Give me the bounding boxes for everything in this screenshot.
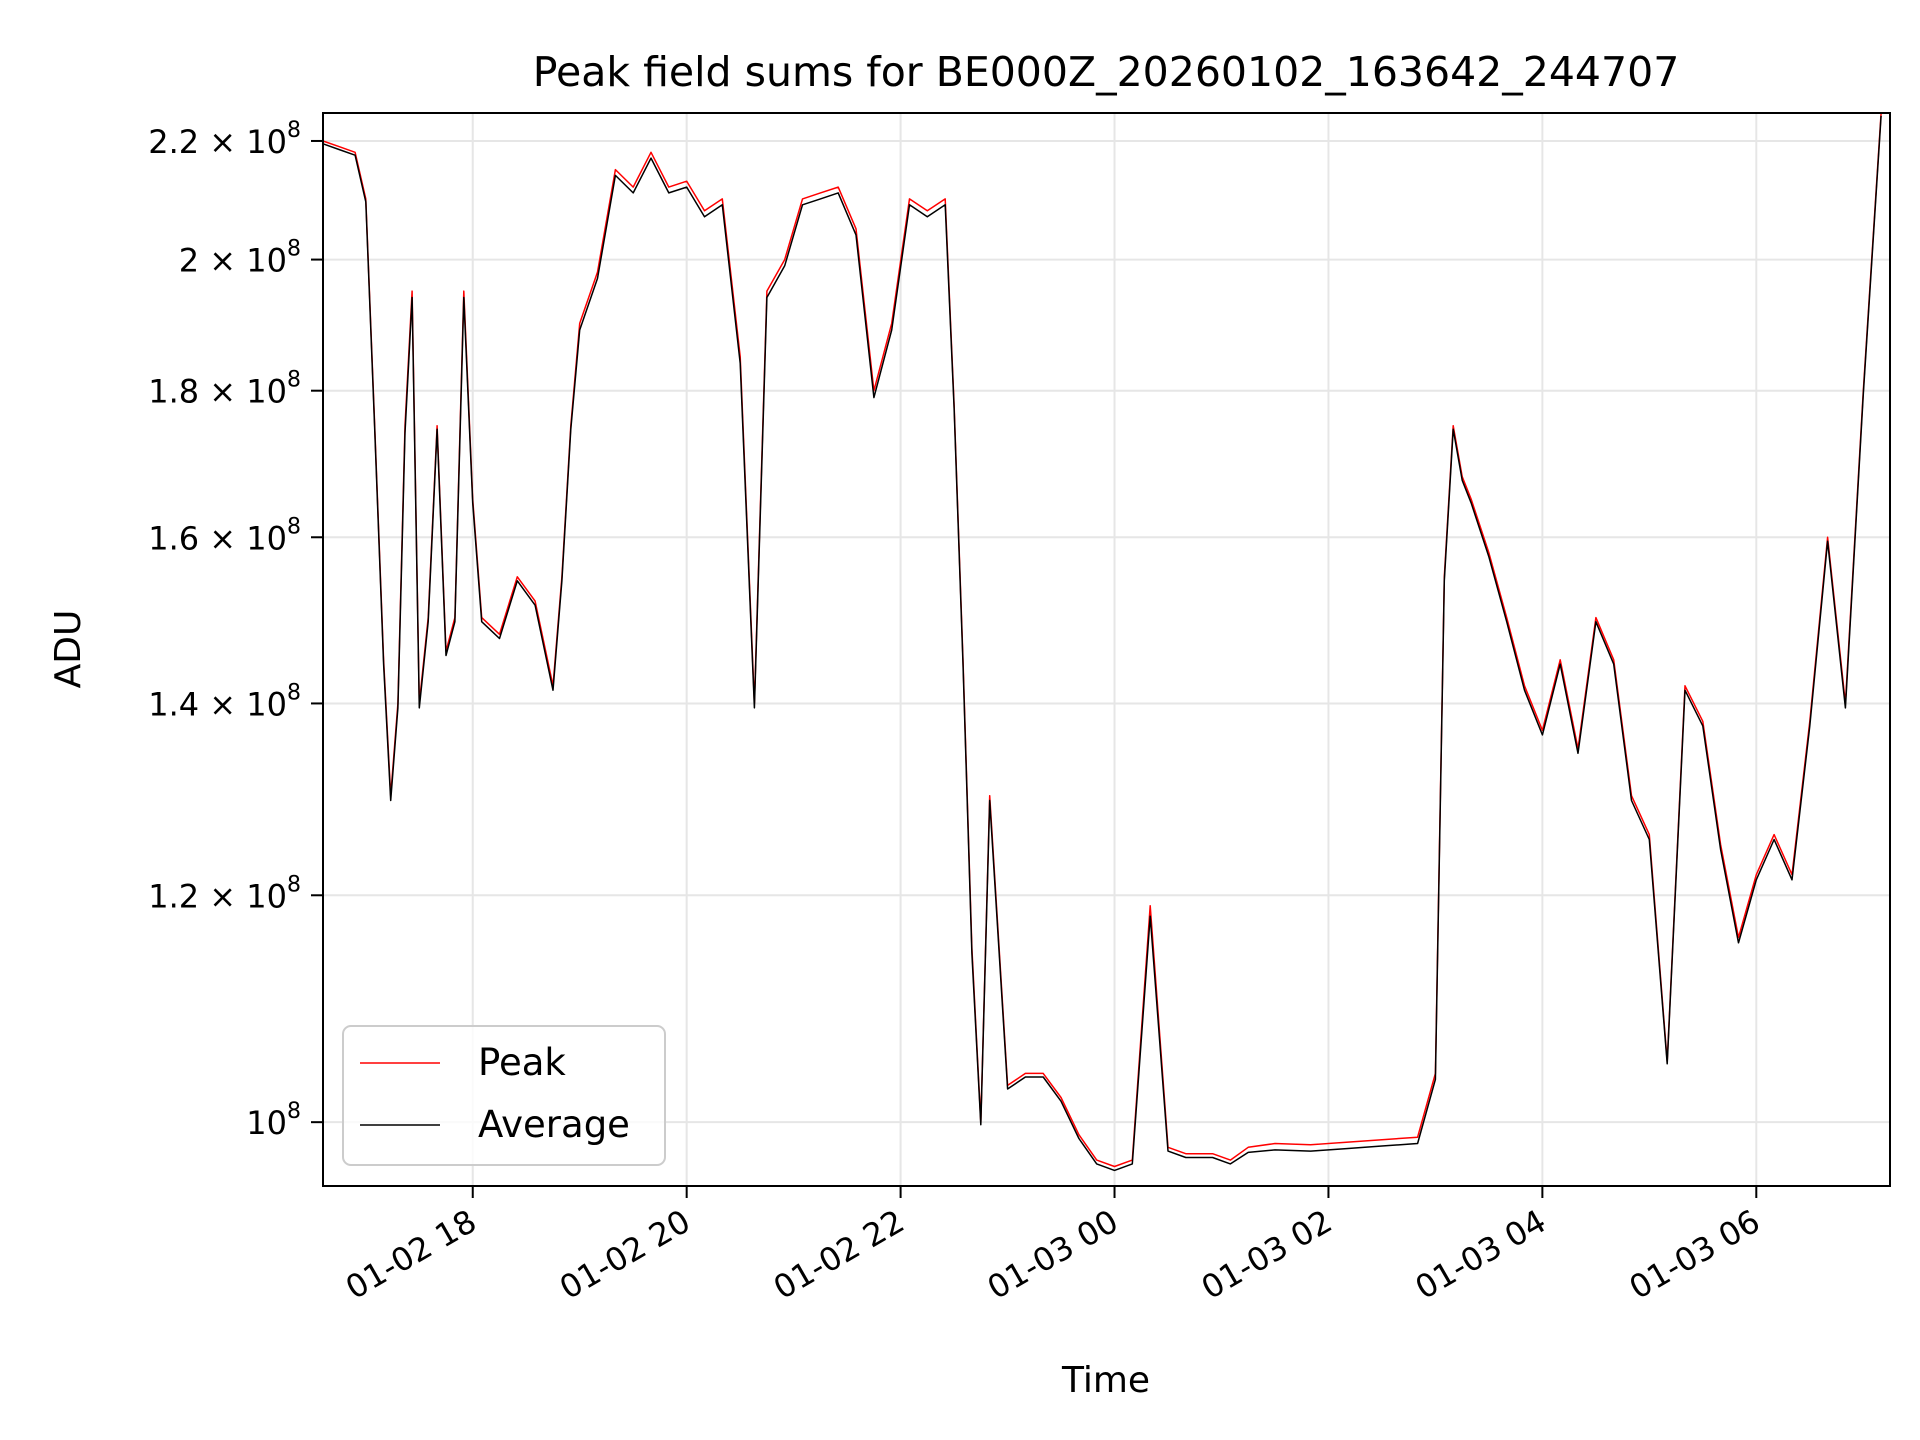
y-tick-label: 2 × 108 xyxy=(179,237,301,280)
y-tick-label: 2.2 × 108 xyxy=(148,118,301,161)
y-tick-label: 1.8 × 108 xyxy=(148,368,301,411)
plot-frame xyxy=(322,112,1891,1187)
chart-title: Peak field sums for BE000Z_20260102_1636… xyxy=(533,48,1680,96)
grid xyxy=(323,113,1890,1186)
y-tick-label: 1.6 × 108 xyxy=(148,514,301,557)
y-tick-label: 108 xyxy=(246,1099,301,1142)
series-line-average xyxy=(322,115,1882,1172)
y-axis: 108 1.2 × 108 1.4 × 108 1.6 × 108 1.8 × 108 2… xyxy=(148,118,323,1142)
series-layer xyxy=(322,112,1882,1172)
y-tick-label: 1.2 × 108 xyxy=(148,872,301,915)
legend-box xyxy=(342,1025,666,1166)
x-axis-label: Time xyxy=(1061,1360,1150,1401)
y-axis-label: ADU xyxy=(48,610,89,689)
y-tick-label: 1.4 × 108 xyxy=(148,680,301,723)
legend-average-label: Average xyxy=(478,1103,630,1146)
legend-peak-label: Peak xyxy=(478,1041,566,1084)
legend: Peak Average xyxy=(342,1025,666,1166)
